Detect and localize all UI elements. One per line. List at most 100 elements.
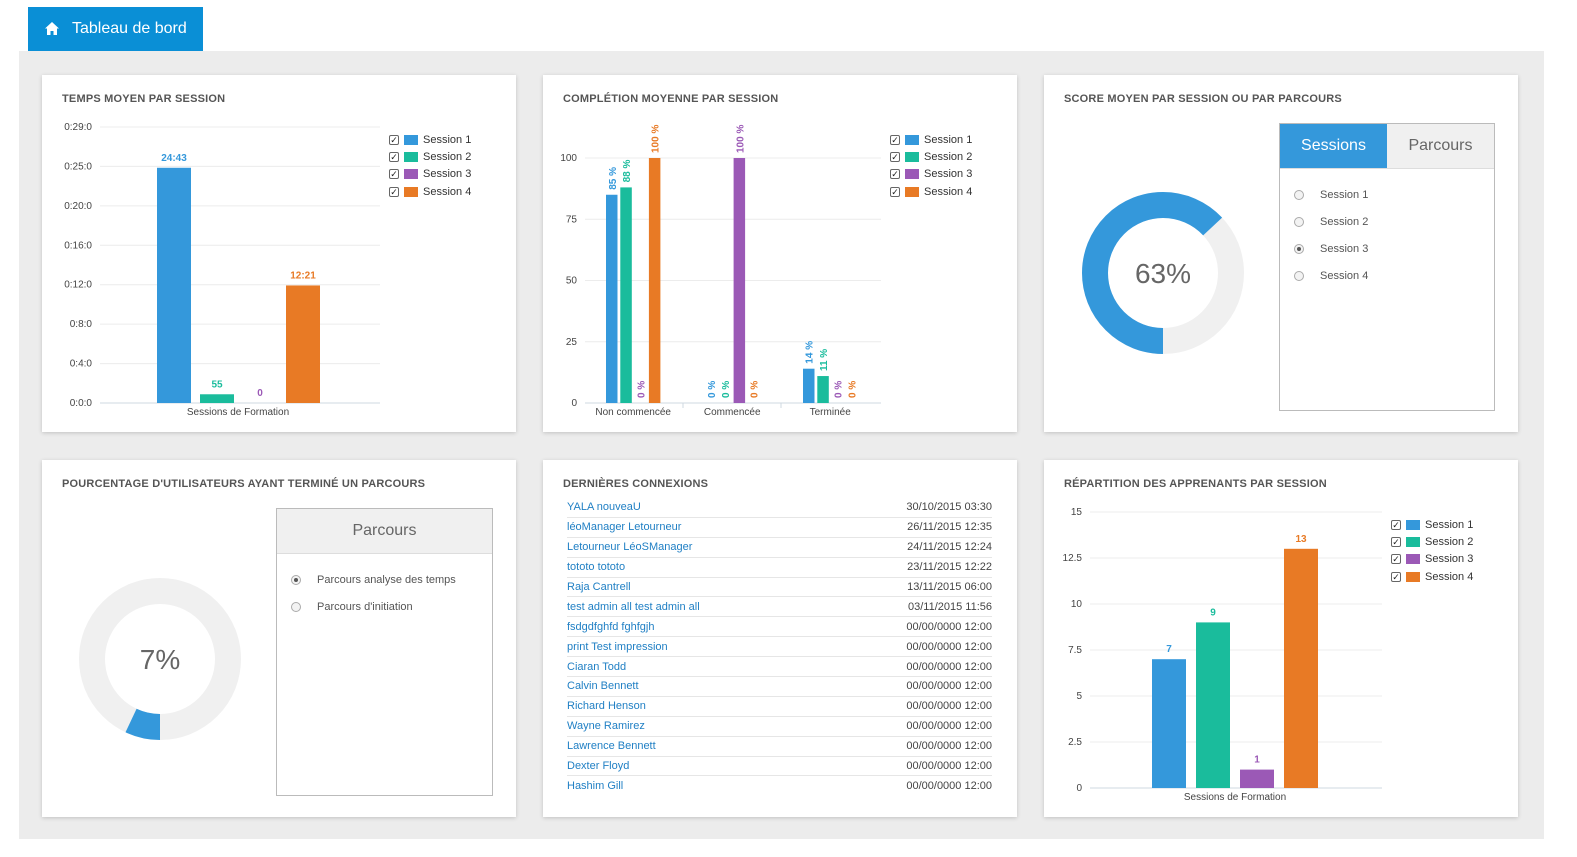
legend: ✓ Session 1 ✓ Session 2 ✓ Session 3 ✓ Session 4 [1391,516,1473,585]
bar-value-label: 14 % [805,341,816,364]
connexion-user-link[interactable]: Wayne Ramirez [567,720,645,733]
y-tick-label: 0:20:0 [64,201,92,212]
legend-checkbox[interactable]: ✓ [890,151,900,162]
bar-session-2 [200,394,234,403]
legend-label: Session 3 [924,168,973,181]
radio-button[interactable] [291,601,301,612]
legend-swatch [905,186,919,197]
radio-option[interactable]: Session 3 [1294,235,1494,262]
dashboard-tab[interactable]: Tableau de bord [28,7,203,51]
legend-item[interactable]: ✓ Session 3 [389,166,471,183]
legend-item[interactable]: ✓ Session 3 [890,166,972,183]
radio-option[interactable]: Session 1 [1294,181,1494,208]
y-tick-label: 0:29:0 [64,122,92,133]
connexion-user-link[interactable]: tototo tototo [567,561,626,574]
legend-item[interactable]: ✓ Session 3 [1391,551,1473,568]
connexion-user-link[interactable]: Richard Henson [567,700,646,713]
legend-label: Session 3 [1425,553,1474,566]
bar-session-2 [817,376,829,403]
legend-label: Session 2 [1425,535,1474,548]
radio-button[interactable] [1294,243,1304,254]
radio-option[interactable]: Parcours analyse des temps [291,566,492,593]
card-repartition: RÉPARTITION DES APPRENANTS PAR SESSION 0… [1044,460,1518,817]
connexion-user-link[interactable]: Ciaran Todd [567,660,627,673]
chart-repartition: 0 2.5 5 7.5 10 12.5 15 7 9 1 13 Sessions de Formati… [1063,507,1382,803]
connexion-user-link[interactable]: léoManager Letourneur [567,521,682,534]
connexion-user-link[interactable]: Hashim Gill [567,780,624,793]
connexion-user-link[interactable]: Lawrence Bennett [567,740,656,753]
legend-checkbox[interactable]: ✓ [1391,554,1401,565]
x-tick-label: Non commencée [595,407,671,418]
radio-label: Session 3 [1320,242,1369,255]
legend-item[interactable]: ✓ Session 4 [1391,568,1473,585]
tab-sessions[interactable]: Sessions [1280,124,1387,168]
legend-checkbox[interactable]: ✓ [890,186,900,197]
legend-item[interactable]: ✓ Session 1 [1391,516,1473,533]
legend-swatch [1406,536,1420,547]
y-tick-label: 10 [1071,599,1083,610]
legend-item[interactable]: ✓ Session 4 [389,183,471,200]
bar-session-1 [803,368,815,403]
x-tick-label: Commencée [704,407,761,418]
legend-checkbox[interactable]: ✓ [1391,571,1401,582]
score-options: Session 1 Session 2 Session 3 Session 4 [1280,169,1494,289]
tab-parcours[interactable]: Parcours [1387,124,1494,168]
radio-option[interactable]: Session 2 [1294,208,1494,235]
legend-checkbox[interactable]: ✓ [890,134,900,145]
legend: ✓ Session 1 ✓ Session 2 ✓ Session 3 ✓ Session 4 [890,131,972,200]
bar-value-label: 11 % [819,349,830,371]
connexion-user-link[interactable]: Dexter Floyd [567,760,630,773]
legend-label: Session 4 [1425,570,1474,583]
legend-checkbox[interactable]: ✓ [389,134,399,145]
bar-session-3 [733,158,746,403]
radio-option[interactable]: Parcours d'initiation [291,593,492,620]
bar-value-label: 9 [1210,607,1216,618]
legend-swatch [1406,571,1420,582]
legend-item[interactable]: ✓ Session 4 [890,183,972,200]
radio-button[interactable] [1294,216,1304,227]
score-tabs: Sessions Parcours [1280,124,1494,169]
y-tick-label: 0 [571,398,577,409]
legend-swatch [404,186,418,197]
legend-swatch [1406,519,1420,530]
legend-checkbox[interactable]: ✓ [389,169,399,180]
legend-item[interactable]: ✓ Session 2 [1391,533,1473,550]
card-title: TEMPS MOYEN PAR SESSION [62,93,226,105]
legend-item[interactable]: ✓ Session 1 [389,131,471,148]
legend-item[interactable]: ✓ Session 1 [890,131,972,148]
legend-item[interactable]: ✓ Session 2 [389,148,471,165]
connexion-date: 26/11/2015 12:35 [907,521,992,534]
connexion-user-link[interactable]: test admin all test admin all [567,600,700,613]
connexion-user-link[interactable]: print Test impression [567,640,668,653]
legend-item[interactable]: ✓ Session 2 [890,148,972,165]
tab-parcours[interactable]: Parcours [277,509,492,553]
legend-checkbox[interactable]: ✓ [890,169,900,180]
radio-label: Session 2 [1320,215,1369,228]
connexion-user-link[interactable]: Calvin Bennett [567,680,639,693]
connexion-user-link[interactable]: YALA nouveaU [567,501,641,514]
radio-button[interactable] [1294,189,1304,200]
legend-checkbox[interactable]: ✓ [1391,519,1401,530]
connexion-user-link[interactable]: fsdgdfghfd fghfgjh [567,620,655,633]
radio-button[interactable] [1294,270,1304,281]
radio-label: Session 1 [1320,188,1369,201]
card-title: RÉPARTITION DES APPRENANTS PAR SESSION [1064,478,1327,490]
connexion-date: 00/00/0000 12:00 [906,640,992,653]
connexion-row: Dexter Floyd 00/00/0000 12:00 [567,757,992,777]
bar-value-label: 100 % [651,125,662,153]
legend-swatch [404,134,418,145]
bar-session-4 [1284,548,1318,788]
connexion-date: 00/00/0000 12:00 [906,760,992,773]
legend-label: Session 1 [423,133,472,146]
legend-checkbox[interactable]: ✓ [389,186,399,197]
radio-button[interactable] [291,574,301,585]
legend-checkbox[interactable]: ✓ [1391,536,1401,547]
legend-checkbox[interactable]: ✓ [389,151,399,162]
connexion-user-link[interactable]: Letourneur LéoSManager [567,541,693,554]
radio-option[interactable]: Session 4 [1294,262,1494,289]
card-title: POURCENTAGE D'UTILISATEURS AYANT TERMINÉ… [62,478,426,490]
connexion-row: léoManager Letourneur 26/11/2015 12:35 [567,518,992,538]
y-tick-label: 15 [1071,507,1083,518]
card-title: DERNIÈRES CONNEXIONS [563,478,709,490]
connexion-user-link[interactable]: Raja Cantrell [567,581,631,593]
